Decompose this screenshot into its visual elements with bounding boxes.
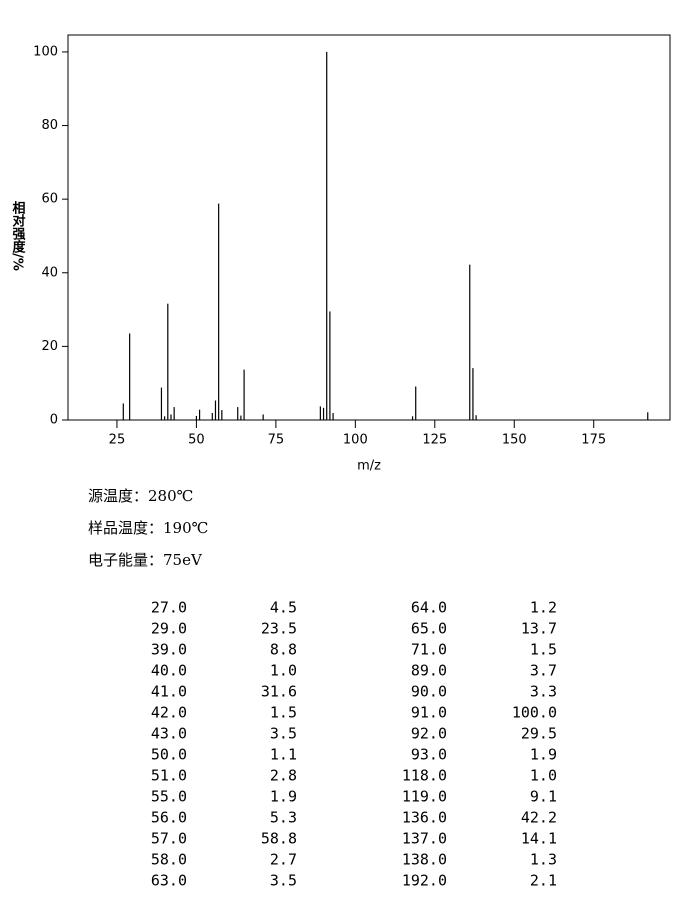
table-cell: 119.0 bbox=[402, 788, 447, 806]
table-cell: 5.3 bbox=[270, 809, 297, 827]
table-cell: 13.7 bbox=[521, 620, 557, 638]
table-cell: 137.0 bbox=[402, 830, 447, 848]
table-cell: 92.0 bbox=[411, 725, 447, 743]
table-cell: 1.9 bbox=[530, 746, 557, 764]
table-cell: 91.0 bbox=[411, 704, 447, 722]
x-tick-label: 75 bbox=[268, 433, 285, 448]
table-cell: 51.0 bbox=[151, 767, 187, 785]
table-cell: 2.1 bbox=[530, 872, 557, 890]
x-tick-label: 125 bbox=[422, 433, 447, 448]
table-cell: 118.0 bbox=[402, 767, 447, 785]
table-cell: 43.0 bbox=[151, 725, 187, 743]
table-cell: 136.0 bbox=[402, 809, 447, 827]
table-cell: 29.5 bbox=[521, 725, 557, 743]
table-cell: 1.2 bbox=[530, 599, 557, 617]
table-cell: 40.0 bbox=[151, 662, 187, 680]
x-tick-label: 25 bbox=[109, 433, 126, 448]
table-cell: 41.0 bbox=[151, 683, 187, 701]
table-cell: 1.3 bbox=[530, 851, 557, 869]
x-tick-label: 150 bbox=[502, 433, 527, 448]
table-cell: 3.7 bbox=[530, 662, 557, 680]
table-cell: 192.0 bbox=[402, 872, 447, 890]
table-cell: 39.0 bbox=[151, 641, 187, 659]
y-tick-label: 0 bbox=[50, 413, 58, 428]
table-cell: 31.6 bbox=[261, 683, 297, 701]
table-cell: 1.9 bbox=[270, 788, 297, 806]
table-cell: 9.1 bbox=[530, 788, 557, 806]
table-cell: 8.8 bbox=[270, 641, 297, 659]
x-axis-label: m/z bbox=[357, 459, 381, 474]
table-cell: 90.0 bbox=[411, 683, 447, 701]
table-cell: 3.3 bbox=[530, 683, 557, 701]
table-cell: 42.0 bbox=[151, 704, 187, 722]
info-line: 源温度：280℃ bbox=[88, 487, 193, 505]
table-cell: 2.7 bbox=[270, 851, 297, 869]
table-cell: 2.8 bbox=[270, 767, 297, 785]
table-cell: 57.0 bbox=[151, 830, 187, 848]
table-cell: 50.0 bbox=[151, 746, 187, 764]
table-cell: 138.0 bbox=[402, 851, 447, 869]
table-cell: 65.0 bbox=[411, 620, 447, 638]
info-line: 电子能量：75eV bbox=[88, 551, 203, 569]
table-cell: 55.0 bbox=[151, 788, 187, 806]
y-tick-label: 80 bbox=[41, 118, 58, 133]
table-cell: 27.0 bbox=[151, 599, 187, 617]
x-tick-label: 175 bbox=[581, 433, 606, 448]
table-cell: 64.0 bbox=[411, 599, 447, 617]
x-tick-label: 50 bbox=[188, 433, 205, 448]
info-line: 样品温度：190℃ bbox=[88, 519, 208, 537]
table-cell: 14.1 bbox=[521, 830, 557, 848]
y-axis-label: 相对强度/% bbox=[10, 201, 26, 271]
table-cell: 58.8 bbox=[261, 830, 297, 848]
table-cell: 100.0 bbox=[512, 704, 557, 722]
plot-frame bbox=[67, 34, 671, 421]
y-tick-label: 100 bbox=[33, 44, 58, 59]
y-tick-label: 60 bbox=[41, 192, 58, 207]
table-cell: 23.5 bbox=[261, 620, 297, 638]
table-cell: 56.0 bbox=[151, 809, 187, 827]
x-tick-label: 100 bbox=[343, 433, 368, 448]
table-cell: 1.0 bbox=[530, 767, 557, 785]
table-cell: 71.0 bbox=[411, 641, 447, 659]
table-cell: 3.5 bbox=[270, 872, 297, 890]
table-cell: 4.5 bbox=[270, 599, 297, 617]
table-cell: 42.2 bbox=[521, 809, 557, 827]
table-cell: 63.0 bbox=[151, 872, 187, 890]
table-cell: 89.0 bbox=[411, 662, 447, 680]
table-cell: 3.5 bbox=[270, 725, 297, 743]
y-tick-label: 40 bbox=[41, 265, 58, 280]
table-cell: 58.0 bbox=[151, 851, 187, 869]
y-tick-label: 20 bbox=[41, 339, 58, 354]
table-cell: 29.0 bbox=[151, 620, 187, 638]
table-cell: 1.0 bbox=[270, 662, 297, 680]
table-cell: 1.5 bbox=[270, 704, 297, 722]
table-cell: 93.0 bbox=[411, 746, 447, 764]
table-cell: 1.1 bbox=[270, 746, 297, 764]
table-cell: 1.5 bbox=[530, 641, 557, 659]
